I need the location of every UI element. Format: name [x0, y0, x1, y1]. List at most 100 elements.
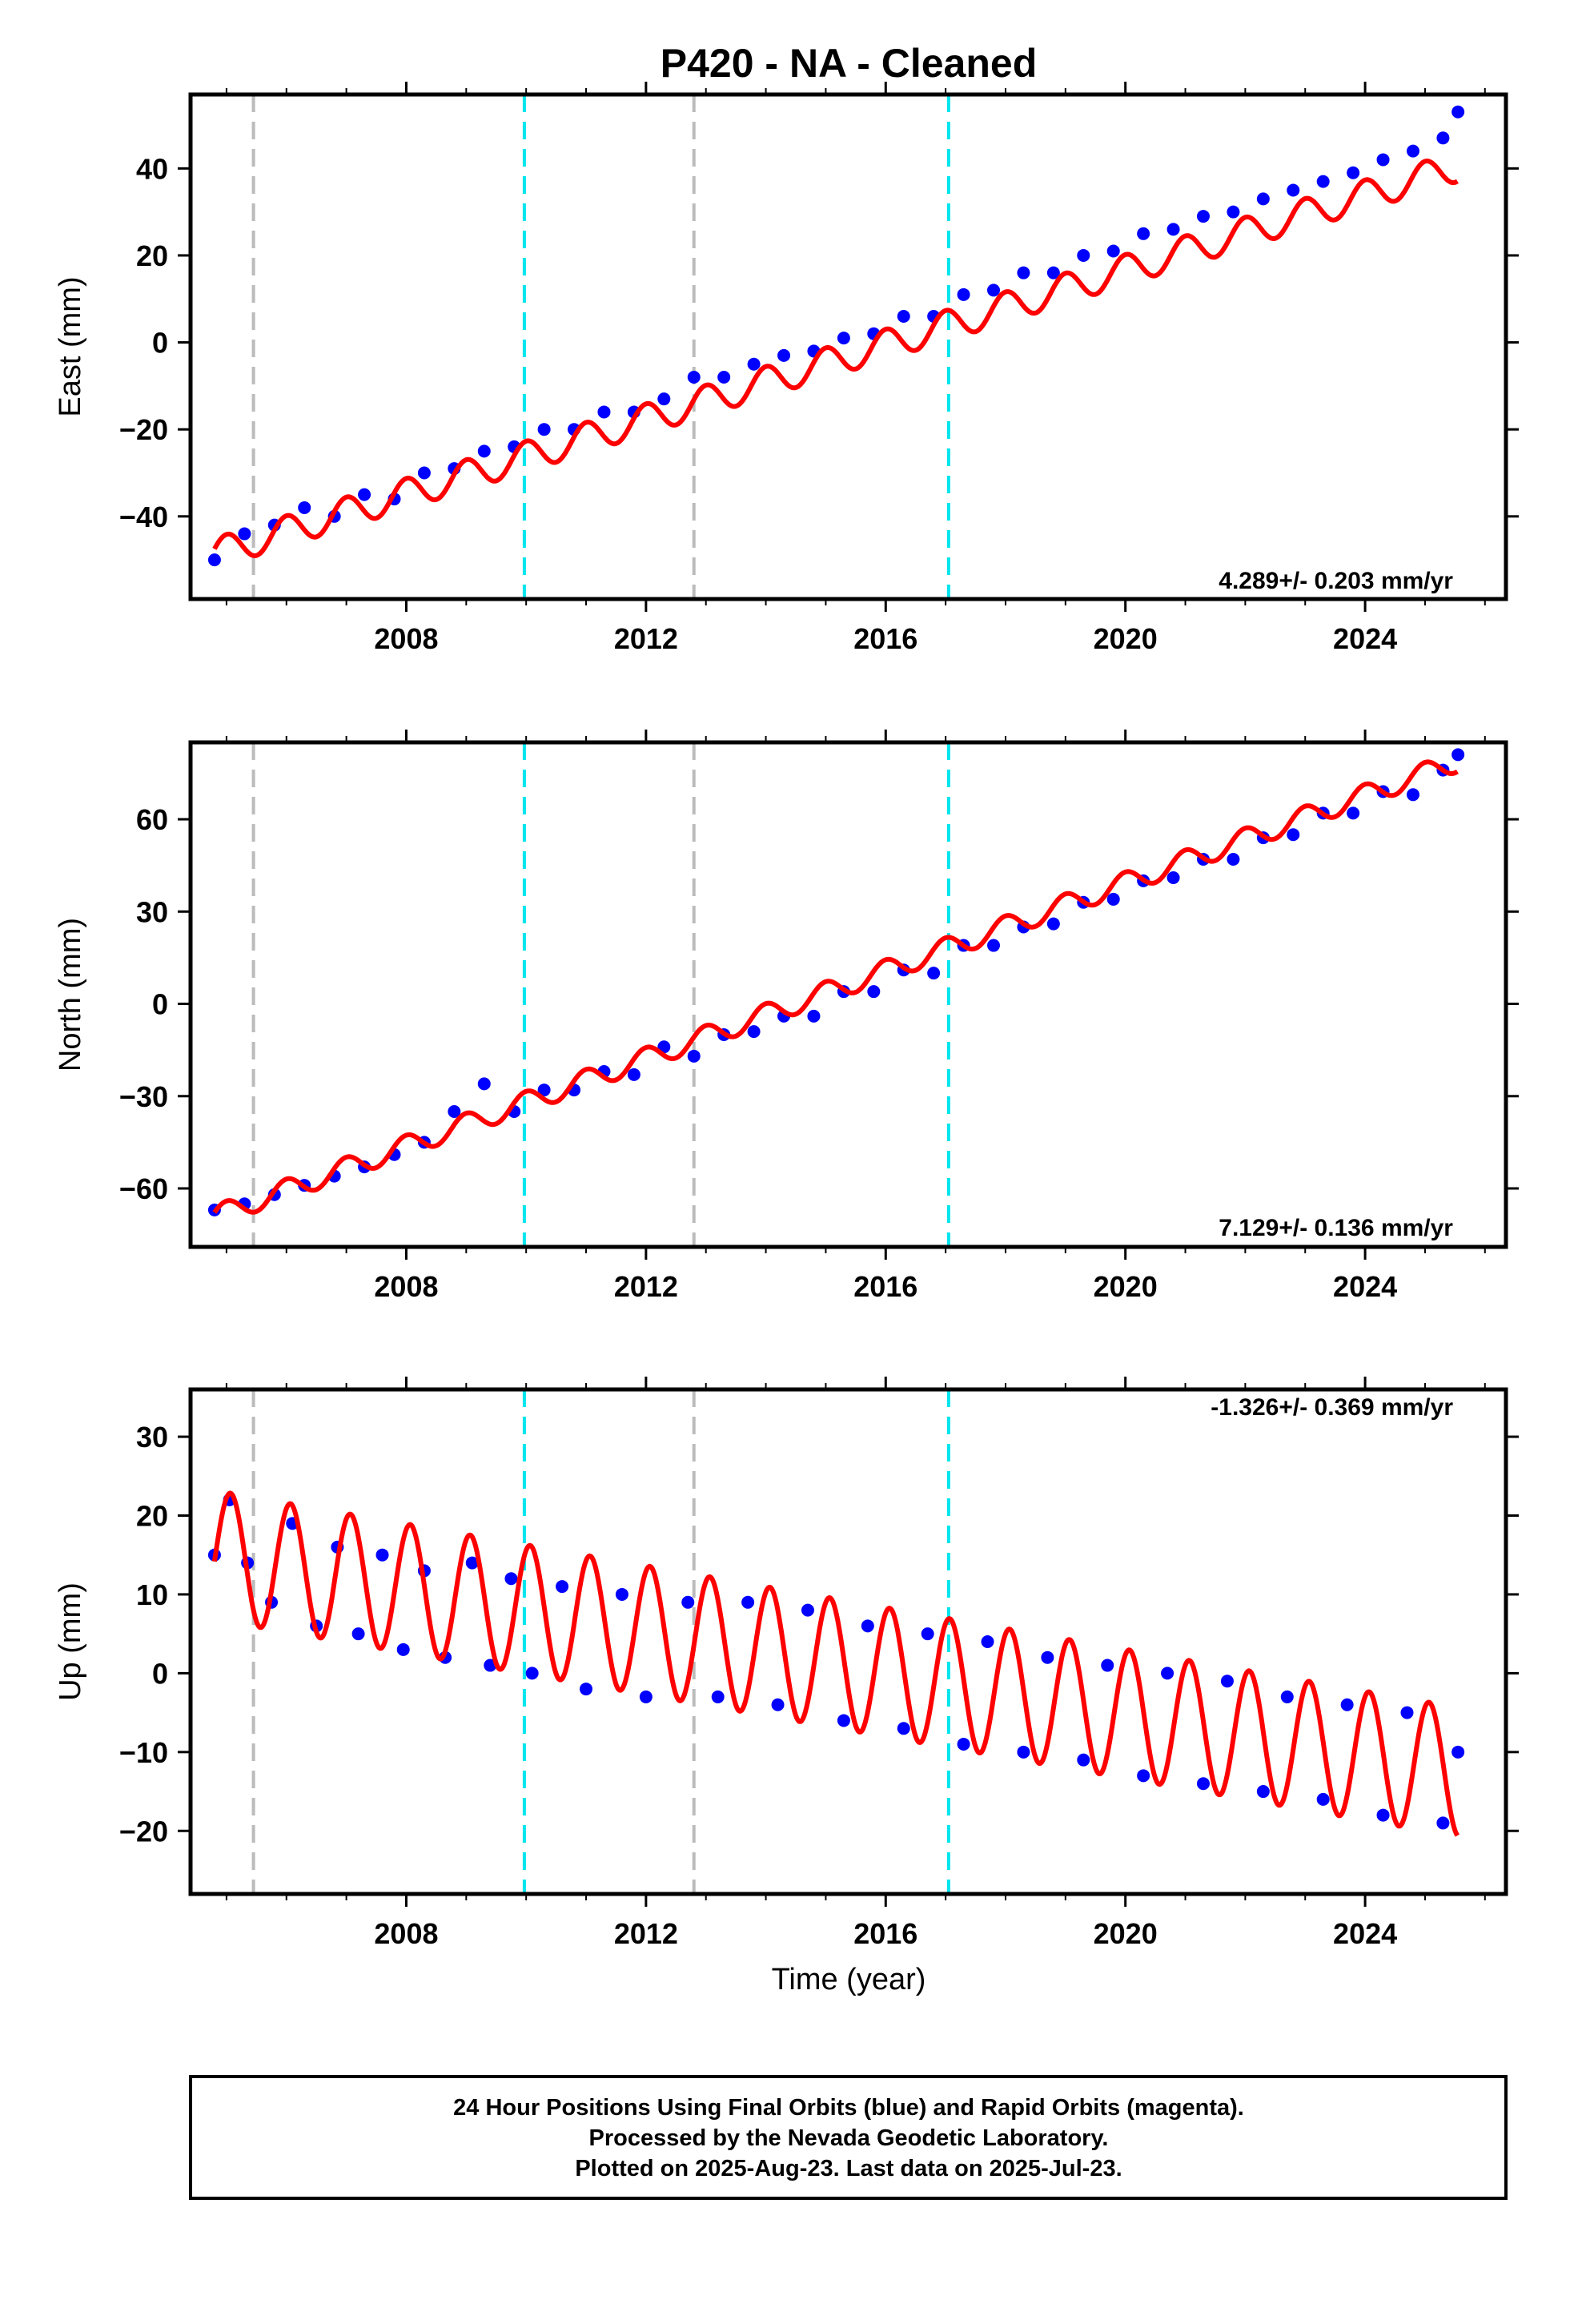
north-rate-label: 7.129+/- 0.136 mm/yr — [1219, 1215, 1453, 1241]
up-x-tick-label: 2024 — [1333, 1917, 1397, 1950]
up-y-tick-label: −10 — [119, 1736, 168, 1769]
east-data-point — [1256, 192, 1270, 206]
up-data-point — [375, 1548, 389, 1562]
east-data-point — [747, 357, 761, 371]
north-y-tick-label: 60 — [136, 803, 168, 836]
north-data-point — [987, 939, 1001, 952]
up-data-point — [1400, 1706, 1414, 1719]
up-data-point — [580, 1683, 593, 1696]
east-y-tick-label: −20 — [119, 413, 168, 446]
north-data-point — [537, 1084, 551, 1097]
north-data-point — [807, 1009, 821, 1023]
up-y-tick-label: 20 — [136, 1500, 168, 1533]
east-data-point — [537, 423, 551, 436]
up-data-point — [711, 1690, 725, 1703]
north-data-point — [1046, 917, 1060, 931]
up-y-axis-label: Up (mm) — [54, 1582, 87, 1701]
north-frame — [188, 740, 1508, 1249]
up-data-point — [1041, 1651, 1054, 1664]
footer-border — [189, 2075, 1508, 2200]
up-data-point — [1376, 1808, 1390, 1822]
north-y-tick-label: −60 — [119, 1172, 168, 1205]
up-data-point — [921, 1627, 934, 1641]
up-data-point — [465, 1556, 479, 1570]
footer-line-1: 24 Hour Positions Using Final Orbits (bl… — [453, 2095, 1244, 2121]
north-data-point — [1166, 871, 1180, 885]
east-y-tick-label: 20 — [136, 239, 168, 272]
north-y-tick-label: 0 — [152, 988, 168, 1021]
up-data-point — [1452, 1745, 1465, 1759]
north-panel: 2008 2012 2016 2020 2024 −60 −30 0 30 60 North (mm… — [54, 730, 1519, 1303]
up-x-tick-label: 2012 — [614, 1917, 678, 1950]
east-rate-label: 4.289+/- 0.203 mm/yr — [1219, 568, 1453, 594]
east-x-tick-label: 2020 — [1094, 622, 1158, 655]
up-data-point — [897, 1722, 910, 1735]
east-data-point — [417, 466, 431, 480]
up-data-point — [1101, 1659, 1114, 1672]
up-data-point — [1017, 1745, 1030, 1759]
north-data-point — [1452, 748, 1465, 762]
east-x-tick-label: 2008 — [374, 622, 438, 655]
up-plot-area — [207, 1389, 1465, 1894]
up-data-point — [957, 1737, 970, 1751]
north-data-point — [448, 1104, 461, 1118]
east-data-point — [687, 371, 701, 384]
up-data-point — [1340, 1698, 1354, 1711]
east-data-point — [1077, 248, 1090, 262]
east-data-point — [1196, 210, 1210, 223]
up-y-tick-label: 0 — [152, 1657, 168, 1690]
north-x-tick-label: 2024 — [1333, 1270, 1397, 1303]
east-data-point — [1046, 266, 1060, 279]
east-data-point — [1166, 223, 1180, 236]
east-data-point — [657, 392, 671, 406]
up-data-point — [1436, 1816, 1450, 1830]
up-data-point — [741, 1595, 755, 1609]
north-data-point — [477, 1077, 491, 1091]
east-y-axis-label: East (mm) — [54, 276, 87, 416]
up-data-point — [1077, 1753, 1090, 1767]
north-y-axis-label: North (mm) — [54, 918, 87, 1072]
east-data-point — [238, 527, 251, 541]
east-data-point — [1376, 153, 1390, 167]
up-data-point — [556, 1580, 569, 1594]
east-data-point — [358, 488, 371, 501]
east-data-point — [1137, 227, 1150, 240]
up-x-tick-label: 2020 — [1094, 1917, 1158, 1950]
up-data-point — [1316, 1792, 1330, 1806]
north-data-point — [1406, 788, 1419, 802]
up-x-tick-label: 2008 — [374, 1917, 438, 1950]
x-axis-label: Time (year) — [772, 1963, 926, 1996]
north-data-point — [1347, 806, 1360, 820]
east-data-point — [987, 283, 1001, 297]
east-frame — [188, 92, 1508, 601]
north-x-tick-label: 2016 — [853, 1270, 917, 1303]
east-data-point — [1227, 205, 1240, 219]
north-data-point — [927, 967, 941, 980]
up-data-point — [1196, 1777, 1210, 1791]
north-data-point — [687, 1049, 701, 1063]
east-data-point — [1316, 175, 1330, 188]
east-data-point — [1017, 266, 1030, 279]
up-data-point — [639, 1690, 652, 1703]
north-data-point — [1106, 892, 1120, 906]
north-x-tick-label: 2012 — [614, 1270, 678, 1303]
up-data-point — [861, 1619, 874, 1633]
east-data-point — [957, 287, 970, 301]
up-data-point — [837, 1714, 850, 1727]
east-data-point — [1106, 244, 1120, 258]
east-data-point — [717, 371, 731, 384]
up-frame — [188, 1387, 1508, 1896]
up-data-point — [1256, 1785, 1270, 1799]
up-fit-curve — [211, 1490, 1460, 1837]
north-fit-curve — [212, 759, 1459, 1215]
north-data-point — [1287, 828, 1300, 842]
east-data-point — [298, 501, 311, 514]
east-x-tick-label: 2012 — [614, 622, 678, 655]
east-data-point — [837, 332, 850, 345]
east-data-point — [1406, 144, 1419, 158]
east-x-tick-label: 2024 — [1333, 622, 1397, 655]
east-panel: 2008 2012 2016 2020 2024 −40 −20 0 20 40 East (mm)… — [54, 82, 1519, 655]
north-y-tick-label: −30 — [119, 1080, 168, 1113]
up-data-point — [1137, 1769, 1150, 1783]
east-plot-area — [207, 94, 1465, 599]
